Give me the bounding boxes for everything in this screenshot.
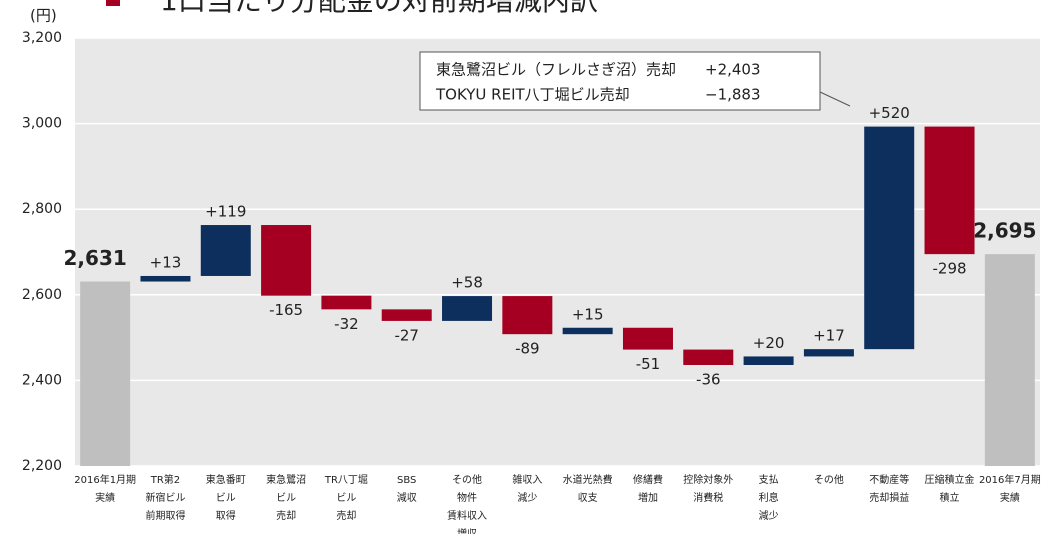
value-label: -165 [269,301,303,319]
x-tick-label: ビル [216,492,236,504]
y-unit: (円) [30,7,57,25]
x-tick-label: 物件 [457,491,477,504]
title-marker [106,0,120,6]
x-tick-label: 利息 [759,491,779,504]
value-label: +15 [572,305,604,323]
value-label: +20 [753,334,785,352]
x-tick-label: 増収 [457,527,477,534]
x-tick-label: 2016年7月期 [979,473,1041,486]
chart-title: 1口当たり分配金の対前期増減内訳 [160,0,598,17]
annotation-value: +2,403 [705,61,761,79]
x-tick-label: 不動産等 [869,473,909,486]
x-tick-label: ビル [336,492,356,504]
x-tick-label: 2016年1月期 [74,473,136,486]
bar [381,309,432,321]
bar [864,126,915,350]
x-tick-label: 水道光熱費 [563,473,613,486]
bar [502,296,553,335]
bar [622,327,673,350]
x-tick-label: 消費税 [693,491,723,504]
x-tick-label: 前期取得 [145,509,185,522]
bar [140,275,191,282]
x-tick-label: 圧縮積立金 [925,473,975,486]
x-tick-label: TR八丁堀 [324,474,368,486]
x-tick-label: 売却損益 [869,491,909,504]
x-tick-label: 新宿ビル [145,491,185,504]
value-label: -36 [696,370,721,388]
y-tick-label: 3,000 [22,116,62,132]
value-label: +58 [451,274,483,292]
y-tick-label: 2,600 [22,287,62,303]
value-label: -51 [636,355,661,373]
total-label: 2,695 [973,219,1036,243]
y-tick-label: 2,200 [22,458,62,474]
x-tick-label: 支払 [759,473,779,486]
x-tick-label: 修繕費 [633,473,663,486]
x-tick-label: 取得 [216,510,236,522]
x-tick-label: 減収 [397,491,417,504]
value-label: -298 [933,260,967,278]
x-tick-label: 売却 [276,509,296,522]
value-label: -27 [394,326,419,344]
x-tick-label: 賃料収入 [447,509,487,522]
y-tick-label: 2,800 [22,201,62,217]
x-tick-label: TR第2 [150,473,180,486]
x-tick-label: 東急鷺沼 [266,473,306,486]
annotation-leader [819,91,851,107]
bar [321,295,372,310]
bar [743,356,794,365]
value-label: +13 [150,253,182,271]
y-tick-label: 3,200 [22,30,62,46]
x-tick-label: 売却 [336,509,356,522]
bar [683,349,734,365]
bar [80,281,131,466]
value-label: +119 [205,203,246,221]
bar [562,327,613,335]
x-tick-label: 実績 [95,491,115,504]
y-tick-label: 2,400 [22,372,62,388]
annotation-box [419,51,821,111]
value-label: +520 [869,104,910,122]
value-label: +17 [813,327,845,345]
x-tick-label: 雑収入 [512,473,542,486]
bar [984,254,1035,466]
x-tick-label: SBS [397,475,416,486]
bar [261,225,312,296]
value-label: -32 [334,315,359,333]
x-tick-label: 減少 [517,491,537,504]
x-tick-label: 増加 [638,491,658,504]
x-tick-label: その他 [814,473,844,486]
x-tick-label: 実績 [1000,491,1020,504]
bar [442,296,493,321]
x-tick-label: その他 [452,473,482,486]
annotation-text: TOKYU REIT八丁堀ビル売却 [435,86,630,104]
x-tick-label: 東急番町 [206,473,246,486]
annotation-text: 東急鷺沼ビル（フレルさぎ沼）売却 [436,61,676,79]
total-label: 2,631 [64,246,127,270]
x-tick-label: 収支 [578,492,598,504]
x-tick-label: 控除対象外 [683,473,733,486]
bar [924,126,975,255]
annotation-value: −1,883 [705,86,761,104]
bar [803,349,854,357]
x-tick-label: 減少 [759,509,779,522]
value-label: -89 [515,340,540,358]
bar [200,225,251,276]
x-tick-label: 積立 [940,491,960,504]
x-tick-label: ビル [276,492,296,504]
